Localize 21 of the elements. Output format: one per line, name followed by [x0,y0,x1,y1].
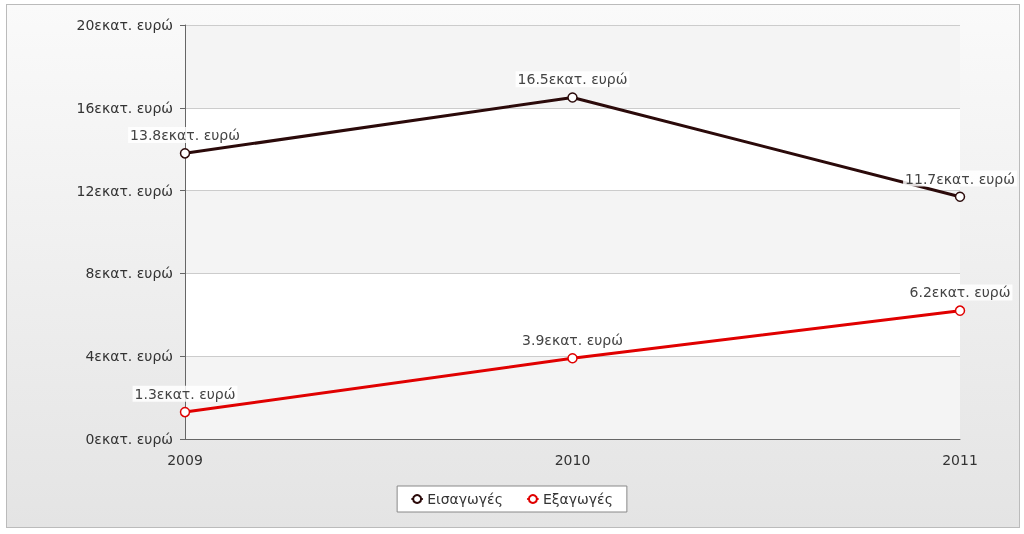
x-tick-label: 2010 [554,452,591,468]
data-label: 11.7εκατ. ευρώ [905,170,1015,187]
data-label: 13.8εκατ. ευρώ [130,127,240,144]
y-tick-label: 20εκατ. ευρώ [76,17,173,33]
data-label: 6.2εκατ. ευρώ [909,284,1011,301]
y-tick-label: 8εκατ. ευρώ [85,265,173,282]
point [954,191,966,203]
legend-label: Εισαγωγές [427,491,503,507]
point [179,406,191,418]
data-label: 16.5εκατ. ευρώ [517,71,628,88]
x-tick-label: 2009 [167,452,203,468]
data-label: 3.9εκατ. ευρώ [522,332,623,349]
legend-label: Εξαγωγές [542,491,613,507]
y-tick-label: 0εκατ. ευρώ [85,431,173,447]
y-tick-label: 4εκατ. ευρώ [85,348,173,365]
point [567,92,578,103]
x-tick-label: 2011 [942,452,978,468]
data-label: 1.3εκατ. ευρώ [134,385,236,402]
y-tick-label: 16εκατ. ευρώ [76,99,173,116]
point [179,148,191,159]
y-tick-label: 12εκατ. ευρώ [76,182,173,199]
